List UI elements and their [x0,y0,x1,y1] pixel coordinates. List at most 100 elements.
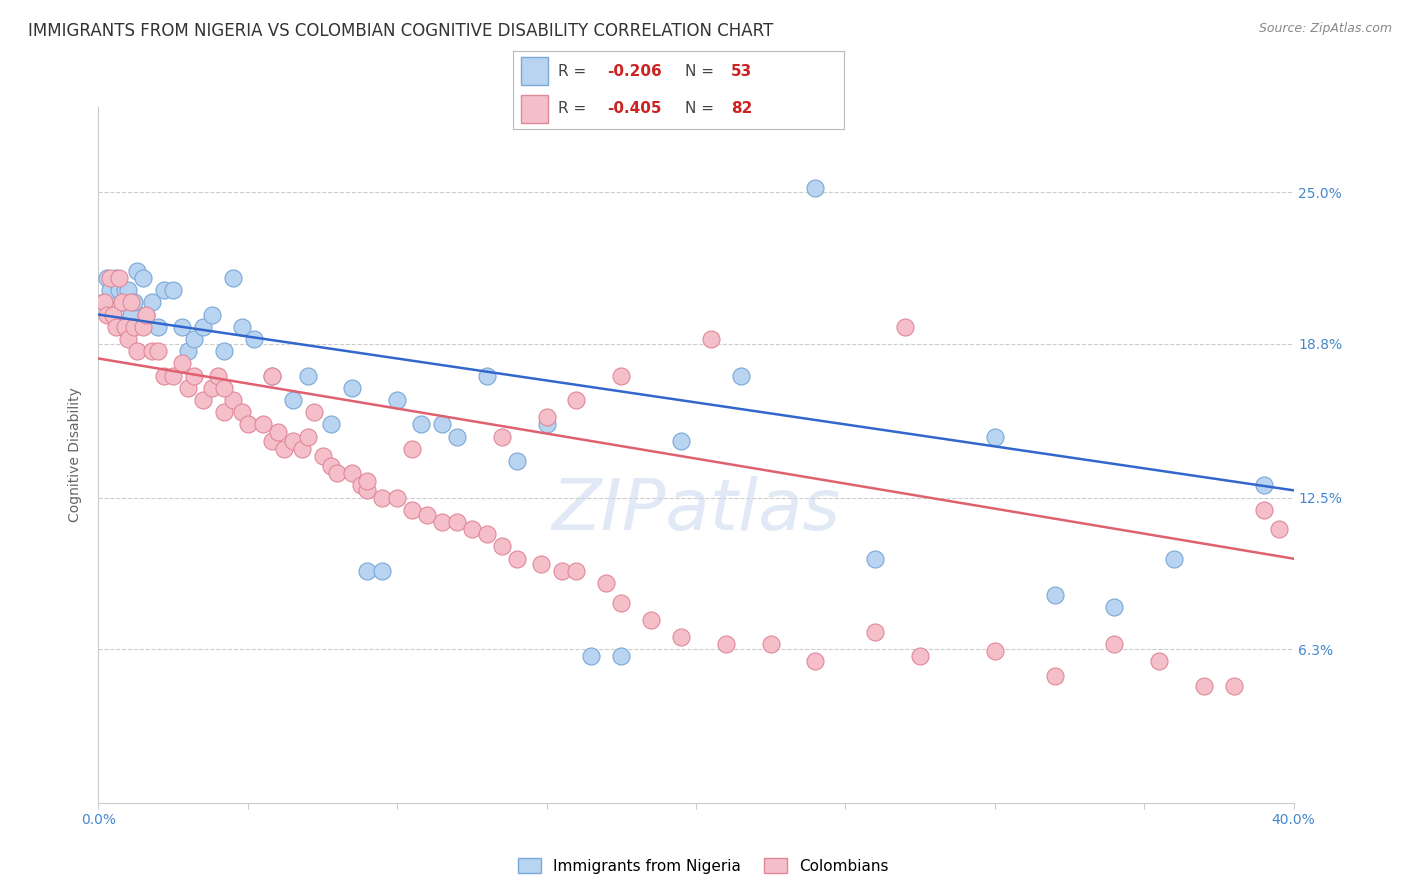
Point [1267,522,1289,536]
Point [401,442,423,456]
Point [759,637,782,651]
Point [103,308,125,322]
Point [1043,669,1066,683]
Point [132,319,155,334]
Text: N =: N = [685,102,718,117]
Point [610,368,633,383]
Point [260,368,283,383]
Point [984,429,1007,443]
Point [108,283,131,297]
Point [804,654,827,668]
Point [148,319,170,334]
Point [411,417,433,432]
Point [183,368,205,383]
Point [1104,600,1126,615]
Point [371,491,394,505]
Point [804,180,827,194]
Point [491,429,513,443]
Point [669,630,692,644]
Point [1104,637,1126,651]
Point [430,515,453,529]
Text: 82: 82 [731,102,752,117]
Point [162,368,184,383]
Point [252,417,274,432]
Y-axis label: Cognitive Disability: Cognitive Disability [69,387,83,523]
Point [491,540,513,554]
Point [350,478,373,492]
Point [207,368,229,383]
Point [536,410,558,425]
Text: 53: 53 [731,63,752,78]
Point [172,319,194,334]
Legend: Immigrants from Nigeria, Colombians: Immigrants from Nigeria, Colombians [512,852,894,880]
Point [730,368,752,383]
FancyBboxPatch shape [522,95,548,123]
Point [865,551,887,566]
Point [100,283,122,297]
Point [536,417,558,432]
Point [141,295,163,310]
Point [326,467,349,481]
Point [96,308,118,322]
Point [222,392,245,407]
Point [243,332,266,346]
Point [446,515,468,529]
Point [117,283,139,297]
Point [212,405,235,419]
Point [96,271,118,285]
Point [201,308,224,322]
Point [114,319,136,334]
Point [669,434,692,449]
Point [297,368,319,383]
Point [430,417,453,432]
Point [1043,588,1066,602]
Point [356,474,378,488]
Point [260,434,283,449]
Point [148,344,170,359]
Point [700,332,723,346]
Point [183,332,205,346]
Point [111,295,134,310]
Point [124,319,146,334]
Point [212,344,235,359]
Point [177,381,200,395]
Point [267,425,290,439]
Point [117,332,139,346]
Point [356,564,378,578]
Point [1163,551,1185,566]
Point [1192,679,1215,693]
FancyBboxPatch shape [522,57,548,86]
Point [385,392,409,407]
Point [124,295,146,310]
Point [127,263,149,277]
Point [100,271,122,285]
Point [610,649,633,664]
Text: Source: ZipAtlas.com: Source: ZipAtlas.com [1258,22,1392,36]
Point [281,392,304,407]
Point [222,271,245,285]
Point [401,503,423,517]
Point [321,417,343,432]
Point [342,467,364,481]
Text: R =: R = [558,63,591,78]
Point [120,308,142,322]
Point [135,308,157,322]
Point [105,319,128,334]
Point [302,405,325,419]
Point [153,368,176,383]
Point [1147,654,1170,668]
Point [446,429,468,443]
Point [475,527,498,541]
Point [231,319,253,334]
Point [111,319,134,334]
Point [565,564,588,578]
Text: R =: R = [558,102,591,117]
Point [114,283,136,297]
Point [581,649,603,664]
Point [416,508,439,522]
Point [371,564,394,578]
Point [984,644,1007,658]
Point [111,295,134,310]
Point [475,368,498,383]
Point [291,442,314,456]
